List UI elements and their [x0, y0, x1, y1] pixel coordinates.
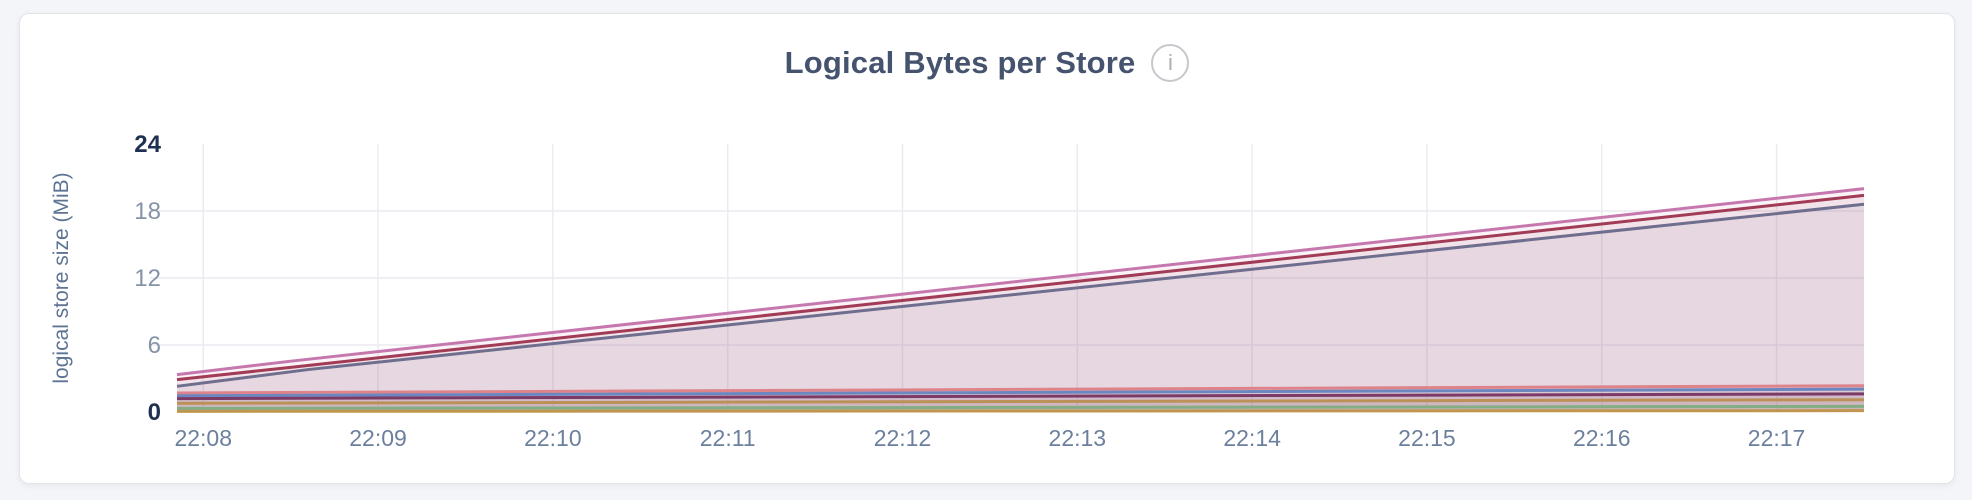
- series-1-area: [177, 188, 1864, 412]
- x-tick-label: 22:10: [524, 425, 582, 451]
- x-tick-label: 22:16: [1573, 425, 1631, 451]
- x-tick-label: 22:15: [1398, 425, 1456, 451]
- series-8-line: [176, 404, 1865, 410]
- y-tick-label: 6: [148, 332, 161, 359]
- y-tick-label: 0: [148, 399, 161, 426]
- x-tick-label: 22:11: [700, 425, 756, 451]
- series-5-line: [176, 387, 1865, 398]
- series-2-line: [176, 193, 1865, 382]
- y-tick-label: 24: [134, 131, 161, 158]
- series-3-line: [176, 202, 1865, 388]
- x-tick-label: 22:09: [349, 425, 407, 451]
- y-tick-label: 12: [134, 265, 161, 292]
- series-3-area: [177, 204, 1864, 412]
- logical-bytes-chart[interactable]: 0 6 12 18 24 22:08 22:09 22:10 22:11 22:12 22:13 22…: [20, 14, 1956, 485]
- x-tick-label: 22:17: [1748, 425, 1806, 451]
- info-icon-glyph: i: [1167, 50, 1173, 75]
- x-tick-label: 22:12: [874, 425, 932, 451]
- info-icon[interactable]: i: [1151, 44, 1190, 82]
- x-tick-label: 22:08: [174, 425, 232, 451]
- series-9-line: [176, 409, 1865, 413]
- x-tick-label: 22:13: [1049, 425, 1107, 451]
- series-7-line: [176, 398, 1865, 405]
- y-axis-title: logical store size (MiB): [50, 172, 73, 383]
- x-tick-label: 22:14: [1223, 425, 1281, 451]
- series-4-line: [176, 384, 1865, 395]
- series-6-line: [176, 392, 1865, 401]
- series-1-line: [176, 187, 1865, 377]
- y-tick-label: 18: [134, 198, 161, 225]
- chart-card: Logical Bytes per Store i 0 6 12 18 24 22:08 2…: [19, 13, 1955, 484]
